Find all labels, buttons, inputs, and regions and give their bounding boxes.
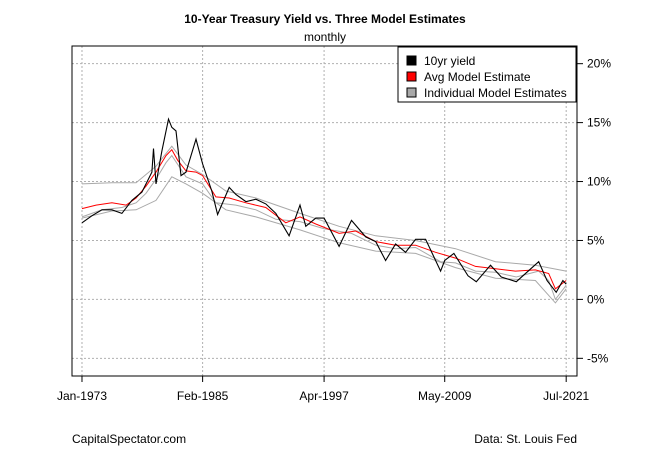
series-line-avg-model-estimate bbox=[81, 148, 567, 290]
footer-source-right: Data: St. Louis Fed bbox=[474, 432, 577, 446]
y-tick-label: -5% bbox=[587, 351, 609, 365]
y-tick-label: 0% bbox=[587, 292, 605, 306]
chart-title: 10-Year Treasury Yield vs. Three Model E… bbox=[184, 12, 466, 26]
y-tick-label: 5% bbox=[587, 233, 605, 247]
legend-label-avg-model: Avg Model Estimate bbox=[424, 70, 531, 84]
chart-subtitle: monthly bbox=[304, 30, 346, 44]
series-line-10yr-yield bbox=[81, 117, 567, 294]
x-tick-label: Jan-1973 bbox=[57, 389, 107, 403]
individual-model-band bbox=[81, 145, 567, 304]
x-tick-label: Feb-1985 bbox=[177, 389, 229, 403]
grid bbox=[72, 46, 577, 376]
legend-box bbox=[397, 46, 577, 103]
legend-swatch-individual-models bbox=[406, 87, 417, 98]
legend: 10yr yield Avg Model Estimate Individual… bbox=[397, 46, 577, 103]
legend-label-individual-models: Individual Model Estimates bbox=[424, 86, 567, 100]
footer-source-left: CapitalSpectator.com bbox=[72, 432, 186, 446]
series-line-individual-model-estimates bbox=[81, 154, 567, 301]
x-tick-label: Jul-2021 bbox=[543, 389, 589, 403]
legend-label-10yr-yield: 10yr yield bbox=[424, 54, 475, 68]
legend-swatch-10yr-yield bbox=[406, 55, 417, 66]
individual-model-line-lower bbox=[81, 176, 567, 304]
series-lines bbox=[81, 117, 567, 301]
x-axis: Jan-1973 Feb-1985 Apr-1997 May-2009 Jul-2021 bbox=[57, 376, 590, 403]
y-tick-label: 20% bbox=[587, 57, 611, 71]
individual-model-line-upper bbox=[81, 145, 567, 272]
y-axis: -5% 0% 5% 10% 15% 20% bbox=[577, 57, 611, 365]
y-tick-label: 15% bbox=[587, 116, 611, 130]
y-tick-label: 10% bbox=[587, 175, 611, 189]
x-tick-label: Apr-1997 bbox=[299, 389, 349, 403]
legend-swatch-avg-model bbox=[406, 71, 417, 82]
x-tick-label: May-2009 bbox=[418, 389, 472, 403]
